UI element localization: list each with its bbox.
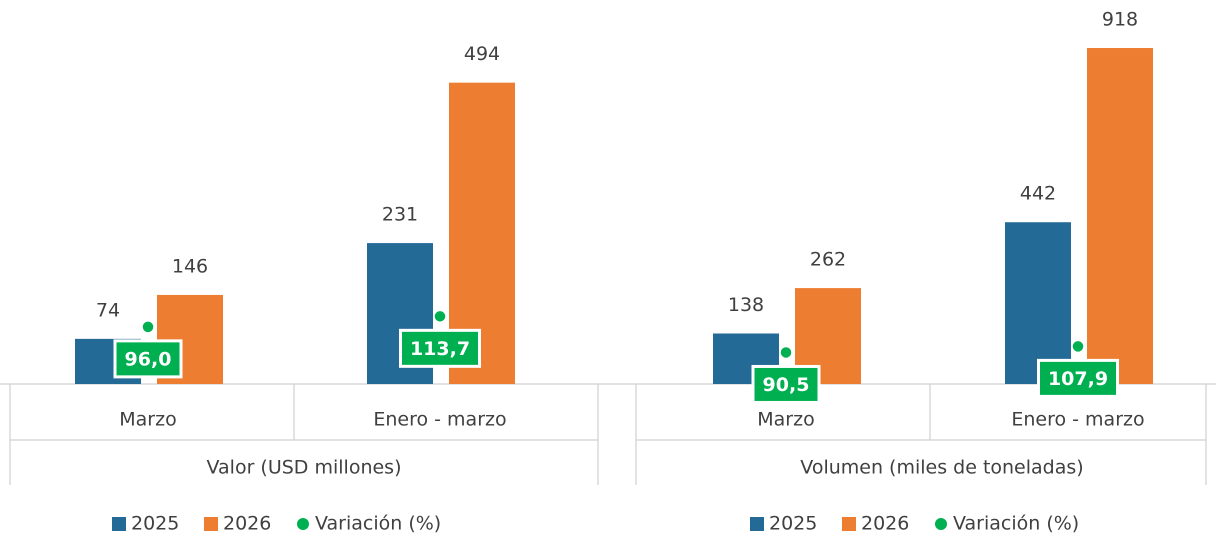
axis-frame bbox=[608, 383, 1216, 485]
x-tick-label: Marzo bbox=[757, 409, 814, 431]
variation-label-box bbox=[113, 339, 183, 379]
axis-frame bbox=[0, 383, 608, 485]
data-label: 262 bbox=[810, 249, 846, 271]
data-label: 442 bbox=[1020, 183, 1056, 205]
legend-swatch bbox=[935, 518, 947, 530]
legend-swatch bbox=[750, 517, 764, 531]
data-label: 146 bbox=[172, 255, 208, 277]
variation-label: 96,0 bbox=[125, 348, 172, 370]
data-label: 74 bbox=[96, 299, 120, 321]
variation-label-box bbox=[1037, 358, 1119, 398]
legend-label: Variación (%) bbox=[953, 513, 1079, 535]
x-axis-label: Volumen (miles de toneladas) bbox=[800, 457, 1083, 479]
legend-label: Variación (%) bbox=[315, 513, 441, 535]
legend-label: 2026 bbox=[861, 513, 909, 535]
variation-label-box bbox=[399, 328, 481, 368]
x-tick-label: Enero - marzo bbox=[1011, 409, 1144, 431]
legend-label: 2026 bbox=[223, 513, 271, 535]
legend-label: 2025 bbox=[131, 513, 179, 535]
data-label: 494 bbox=[464, 43, 500, 65]
legend-swatch bbox=[112, 517, 126, 531]
variation-dot bbox=[1071, 339, 1085, 354]
data-label: 918 bbox=[1102, 9, 1138, 31]
legend-swatch bbox=[297, 518, 309, 530]
variation-label: 90,5 bbox=[763, 374, 810, 396]
variation-dot bbox=[433, 309, 447, 324]
variation-dot bbox=[779, 345, 793, 360]
bar bbox=[1087, 48, 1153, 385]
variation-label: 113,7 bbox=[410, 338, 470, 360]
x-tick-label: Marzo bbox=[119, 409, 176, 431]
x-tick-label: Enero - marzo bbox=[373, 409, 506, 431]
frames bbox=[0, 383, 1216, 485]
legend-swatch bbox=[204, 517, 218, 531]
legend-swatch bbox=[842, 517, 856, 531]
variation-label-box bbox=[751, 364, 821, 404]
x-axis-label: Valor (USD millones) bbox=[207, 457, 402, 479]
variation-label: 107,9 bbox=[1048, 368, 1108, 390]
data-label: 231 bbox=[382, 204, 418, 226]
bar bbox=[1005, 222, 1071, 384]
legend-label: 2025 bbox=[769, 513, 817, 535]
data-label: 138 bbox=[728, 294, 764, 316]
variation-dot bbox=[141, 320, 155, 334]
